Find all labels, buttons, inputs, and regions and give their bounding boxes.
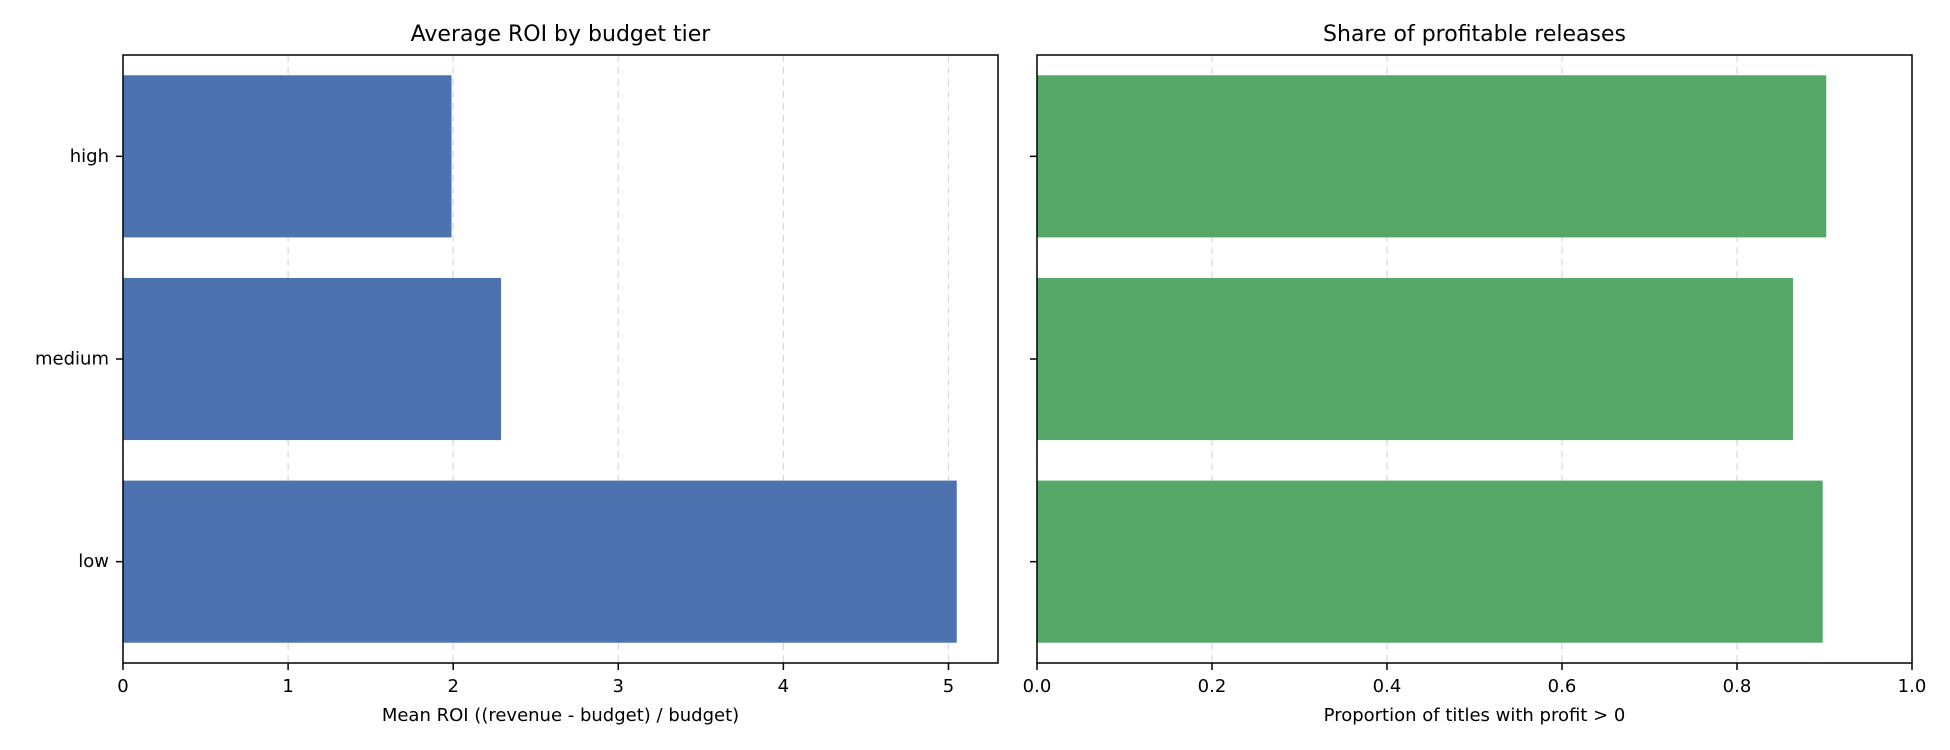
x-tick-label: 0	[117, 676, 128, 697]
chart-title: Average ROI by budget tier	[411, 22, 712, 47]
x-tick-label: 1	[282, 676, 293, 697]
x-tick-label: 3	[613, 676, 624, 697]
x-tick-label: 4	[778, 676, 789, 697]
y-tick-label-high: high	[70, 146, 109, 167]
x-tick-label: 0.4	[1373, 676, 1402, 697]
x-tick-label: 0.8	[1723, 676, 1752, 697]
x-tick-label: 0.2	[1198, 676, 1227, 697]
roi-panel: 0 1 2 3 4 5 low medium high Average ROI by budget…	[35, 22, 999, 726]
x-tick-label: 1.0	[1898, 676, 1927, 697]
y-tick-label-medium: medium	[35, 349, 109, 370]
x-tick-label: 0.6	[1548, 676, 1577, 697]
chart-title: Share of profitable releases	[1323, 22, 1626, 47]
bar-high	[123, 75, 452, 238]
profitable-share-panel: 0.0 0.2 0.4 0.6 0.8 1.0 Share of profitable re…	[1023, 22, 1927, 726]
x-tick-label: 2	[447, 676, 458, 697]
x-axis-label: Mean ROI ((revenue - budget) / budget)	[382, 705, 739, 726]
x-tick-label: 5	[943, 676, 954, 697]
bar-low	[1037, 480, 1823, 643]
bar-medium	[1037, 277, 1793, 441]
x-tick-label: 0.0	[1023, 676, 1052, 697]
x-axis-label: Proportion of titles with profit > 0	[1324, 705, 1626, 726]
bar-medium	[123, 277, 502, 441]
y-tick-label-low: low	[78, 551, 109, 572]
bar-high	[1037, 75, 1827, 238]
bar-low	[123, 480, 957, 643]
